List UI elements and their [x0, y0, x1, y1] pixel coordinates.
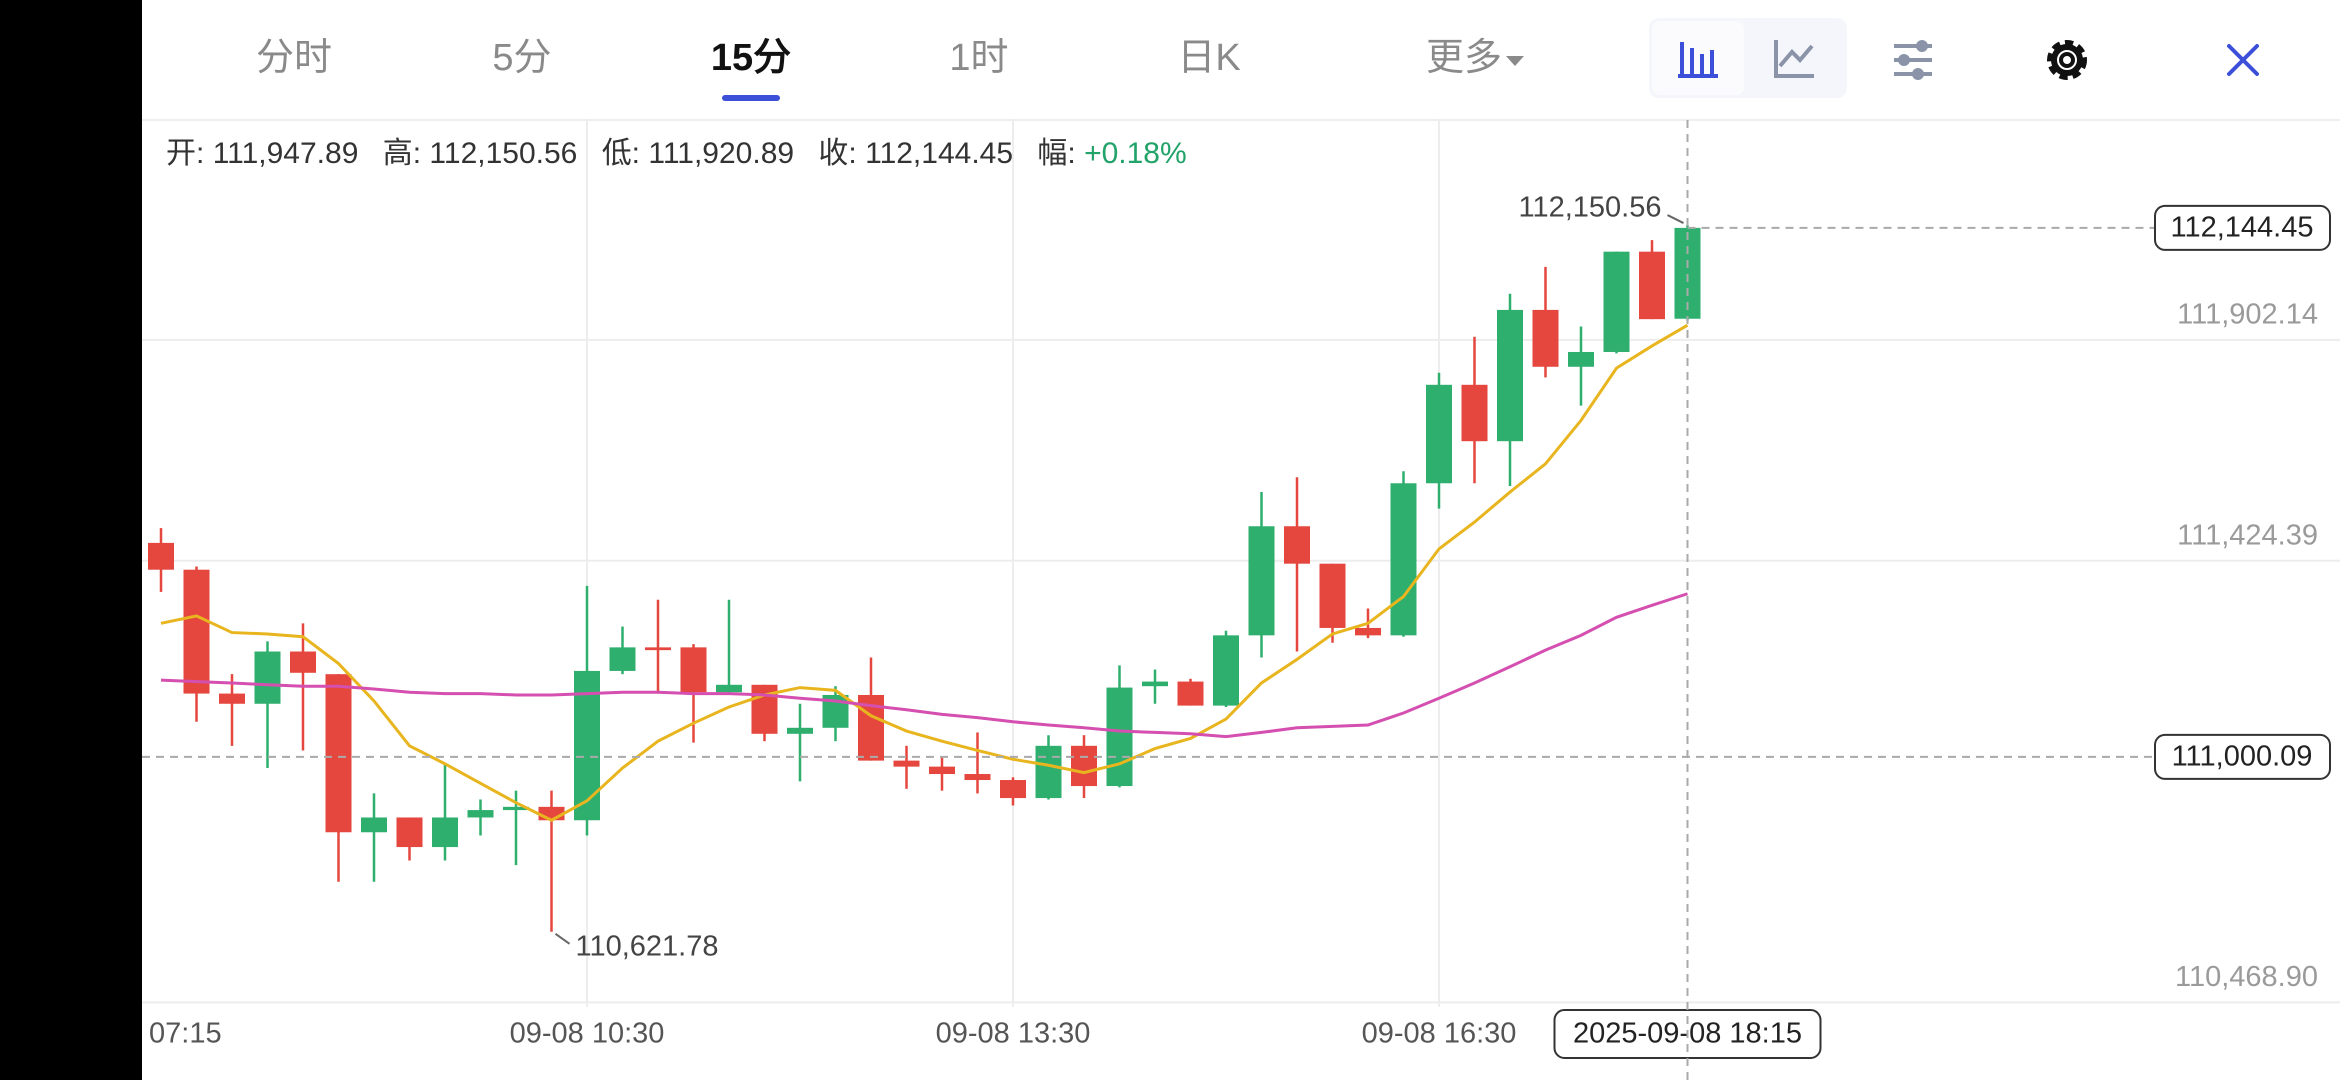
candle-body	[1426, 384, 1452, 484]
candle-body	[290, 651, 316, 673]
candle-body	[1284, 526, 1310, 564]
info-label: 高:	[383, 137, 421, 170]
last-price-label: 112,144.45	[2171, 212, 2314, 244]
candle-body	[1532, 309, 1559, 367]
candle-body	[1355, 627, 1381, 636]
candle-body	[183, 569, 210, 694]
y-tick-label: 110,468.90	[2175, 961, 2318, 993]
line-icon[interactable]	[1774, 40, 1814, 78]
tab[interactable]: 分时	[256, 37, 332, 79]
info-value: 112,144.45	[865, 137, 1013, 170]
low-pointer	[554, 932, 571, 945]
settings-icon[interactable]	[2047, 40, 2087, 80]
candle-body	[254, 651, 281, 704]
x-tick-label: 09-08 10:30	[510, 1018, 665, 1050]
tab[interactable]: 更多	[1426, 37, 1502, 79]
tab[interactable]: 5分	[492, 37, 551, 79]
candle-body	[893, 760, 920, 767]
candle-body	[1071, 745, 1097, 787]
candle-body	[1177, 681, 1204, 706]
candle-body	[1461, 384, 1488, 442]
candle-body	[1497, 309, 1523, 442]
candle-body	[219, 693, 245, 704]
candle-body	[1568, 351, 1594, 367]
info-label: 开:	[166, 137, 204, 170]
candle-body	[432, 817, 458, 848]
candle-body	[609, 647, 636, 671]
candle-body	[1248, 526, 1275, 636]
candle-body	[680, 647, 707, 693]
left-bar	[0, 0, 142, 1080]
y-tick-label: 111,424.39	[2177, 519, 2318, 551]
candle-body	[1035, 745, 1062, 799]
high-pointer	[1667, 214, 1684, 224]
crosshair-price-box	[2154, 733, 2331, 780]
active-chart-type	[1652, 21, 1744, 95]
candle-body	[396, 817, 423, 848]
indicator-icon[interactable]	[1894, 40, 1932, 80]
info-value: 112,150.56	[429, 137, 577, 170]
candle-body	[1603, 251, 1630, 352]
candle-body	[361, 817, 387, 833]
info-change: +0.18%	[1084, 137, 1187, 170]
candle-body	[1000, 780, 1026, 799]
crosshair-price-label: 111,000.09	[2172, 741, 2313, 773]
ohlc-info: 开: 111,947.89 高: 112,150.56 低: 111,920.8…	[166, 137, 1187, 170]
tab[interactable]: 1时	[949, 37, 1008, 79]
candle-body	[1106, 687, 1133, 787]
candle-body	[964, 774, 991, 781]
tab[interactable]: 15分	[711, 37, 791, 79]
candle-body	[1213, 635, 1239, 706]
close-icon[interactable]	[2227, 44, 2259, 76]
candle-body	[787, 727, 813, 734]
candle-body	[1142, 681, 1168, 687]
candle-body	[574, 670, 600, 821]
tab-underline	[722, 95, 780, 101]
info-value: 111,947.89	[213, 137, 359, 170]
candle-body	[538, 806, 565, 821]
moving-average-line	[160, 592, 1688, 739]
candle-body	[1390, 483, 1417, 636]
moving-average-line	[160, 323, 1689, 822]
candle-body	[148, 542, 174, 570]
info-label: 收:	[818, 137, 856, 170]
info-label: 低:	[602, 137, 640, 170]
candle-body	[325, 674, 352, 833]
x-tick-label: 09-08 16:30	[1362, 1018, 1517, 1050]
candle-body	[929, 766, 955, 775]
candle-body	[503, 806, 529, 811]
candle-body	[1639, 251, 1665, 320]
x-tick-label: 09-08 13:30	[936, 1018, 1091, 1050]
candle-body	[645, 647, 671, 651]
candle-icon[interactable]	[1678, 42, 1718, 78]
low-label: 110,621.78	[576, 930, 719, 962]
last-price-box	[2154, 204, 2331, 251]
info-value: 111,920.89	[648, 137, 794, 170]
dropdown-arrow	[1506, 56, 1524, 66]
x-tick-label: 07:15	[149, 1018, 222, 1050]
info-label: 幅:	[1037, 137, 1075, 170]
high-label: 112,150.56	[1519, 192, 1662, 224]
candle-body	[467, 810, 494, 818]
candle-body	[1319, 563, 1346, 628]
candle-body	[716, 684, 742, 693]
y-tick-label: 111,902.14	[2177, 299, 2318, 331]
tab[interactable]: 日K	[1177, 37, 1240, 79]
